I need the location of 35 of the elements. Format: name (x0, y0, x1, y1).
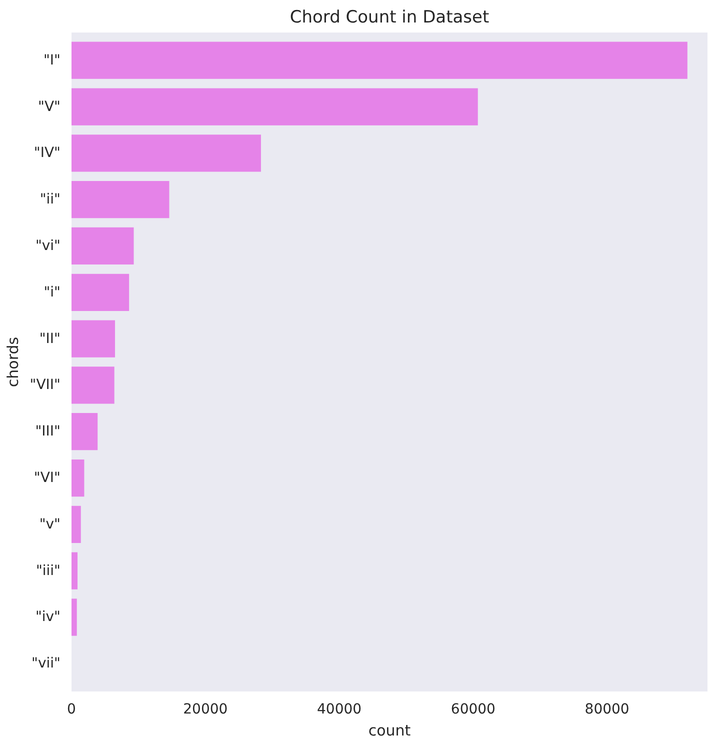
y-tick-label: "VII" (30, 377, 61, 394)
x-tick-label: 80000 (584, 702, 630, 718)
y-tick-label: "IV" (34, 145, 61, 162)
y-tick-label: "ii" (40, 192, 61, 208)
bar (72, 320, 116, 358)
bar (72, 552, 78, 590)
bar (72, 598, 77, 636)
y-tick-label: "III" (35, 424, 60, 440)
bar (72, 506, 81, 543)
bar (72, 413, 98, 450)
y-tick-label: "iii" (36, 562, 61, 579)
bar (72, 134, 261, 172)
y-tick-label: "i" (44, 284, 61, 300)
y-tick-label: "vi" (35, 238, 61, 254)
x-tick-label: 20000 (183, 702, 228, 718)
x-tick-label: 60000 (450, 702, 496, 718)
y-tick-label: "I" (43, 52, 61, 68)
y-tick-label: "V" (38, 98, 61, 115)
bar (72, 459, 84, 497)
bar (72, 274, 130, 311)
chart-title: Chord Count in Dataset (290, 8, 490, 28)
bar (72, 227, 134, 265)
y-tick-label: "VI" (34, 470, 61, 486)
bar (72, 366, 114, 404)
bar (72, 88, 478, 126)
x-tick-label: 0 (67, 702, 76, 718)
y-tick-label: "iv" (35, 609, 61, 626)
x-tick-label: 40000 (317, 702, 362, 718)
y-tick-label: "II" (39, 330, 61, 347)
bar (72, 181, 170, 218)
y-tick-label: "vii" (32, 656, 61, 672)
y-tick-label: "v" (39, 516, 61, 532)
x-axis-title: count (368, 722, 411, 740)
y-axis-title: chords (4, 336, 22, 388)
bar (72, 42, 688, 79)
